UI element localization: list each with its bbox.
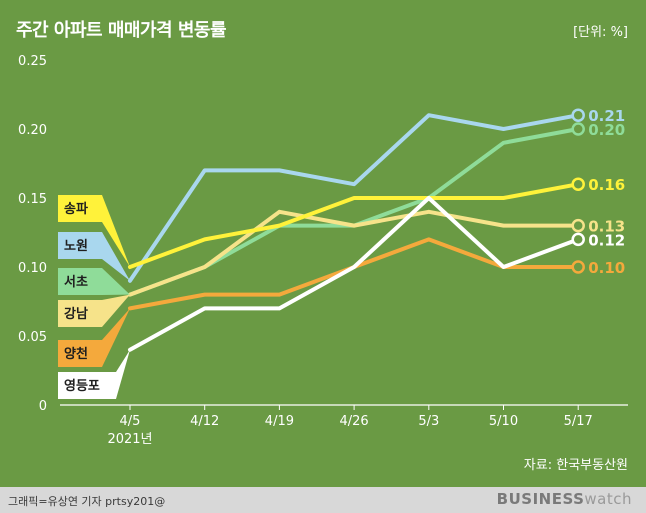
end-value-label: 0.16 bbox=[588, 176, 625, 194]
series-line-노원 bbox=[128, 113, 581, 283]
end-marker-양천 bbox=[571, 260, 585, 274]
series-line-강남 bbox=[128, 209, 581, 297]
y-tick-label: 0.15 bbox=[18, 192, 47, 207]
series-line-영등포 bbox=[128, 196, 581, 352]
end-marker-노원 bbox=[571, 108, 585, 122]
x-tick-label: 5/17 bbox=[564, 414, 593, 429]
x-tick-label: 4/19 bbox=[265, 414, 294, 429]
end-marker-송파 bbox=[571, 177, 585, 191]
unit-label: [단위: %] bbox=[573, 25, 628, 40]
brand-bold: BUSINESS bbox=[496, 490, 585, 508]
x-tick-label: 5/3 bbox=[418, 414, 439, 429]
y-tick-label: 0.05 bbox=[18, 330, 47, 345]
end-marker-영등포 bbox=[571, 232, 585, 247]
legend-tag-강남 bbox=[58, 294, 130, 327]
end-marker-서초 bbox=[571, 122, 585, 136]
y-tick-label: 0.25 bbox=[18, 54, 47, 69]
legend-tag-영등포 bbox=[58, 349, 130, 399]
end-value-label: 0.20 bbox=[588, 121, 625, 139]
end-value-label: 0.10 bbox=[588, 259, 625, 277]
x-tick-label: 5/10 bbox=[489, 414, 518, 429]
legend-tag-노원 bbox=[58, 232, 130, 281]
y-tick-label: 0.20 bbox=[18, 123, 47, 138]
graphic-credit: 그래픽=유상연 기자 prtsy201@ bbox=[8, 495, 166, 508]
chart-title: 주간 아파트 매매가격 변동률 bbox=[16, 20, 227, 41]
source-label: 자료: 한국부동산원 bbox=[523, 458, 628, 473]
legend-label: 영등포 bbox=[64, 379, 100, 394]
x-tick-label: 4/5 bbox=[120, 414, 141, 429]
footer-bar: 그래픽=유상연 기자 prtsy201@ BUSINESSwatch bbox=[0, 487, 646, 513]
end-value-label: 0.13 bbox=[588, 218, 625, 236]
legend-label: 서초 bbox=[64, 275, 88, 290]
brand-light: watch bbox=[584, 490, 632, 508]
end-marker-강남 bbox=[571, 218, 585, 233]
legend-tag-송파 bbox=[58, 195, 130, 267]
legend-label: 강남 bbox=[64, 306, 88, 322]
legend-tag-서초 bbox=[58, 268, 130, 295]
end-value-label: 0.12 bbox=[588, 231, 625, 249]
end-value-label: 0.21 bbox=[588, 107, 625, 125]
brand-logo: BUSINESSwatch bbox=[497, 490, 632, 508]
y-tick-label: 0.10 bbox=[18, 261, 47, 276]
y-tick-label: 0 bbox=[39, 399, 47, 414]
series-line-양천 bbox=[128, 237, 581, 311]
line-chart: 0 0.05 0.10 0.15 0.20 0.25 4/5 4/12 4/19 4/26 5/3 5… bbox=[18, 54, 628, 447]
legend-tag-양천 bbox=[58, 308, 130, 367]
x-tick-label: 4/12 bbox=[190, 414, 219, 429]
legend-label: 송파 bbox=[64, 202, 88, 217]
x-year-label: 2021년 bbox=[107, 432, 152, 447]
x-tick-label: 4/26 bbox=[339, 414, 368, 429]
series-line-송파 bbox=[128, 182, 581, 269]
legend-label: 양천 bbox=[64, 347, 88, 362]
legend-label: 노원 bbox=[64, 239, 88, 254]
